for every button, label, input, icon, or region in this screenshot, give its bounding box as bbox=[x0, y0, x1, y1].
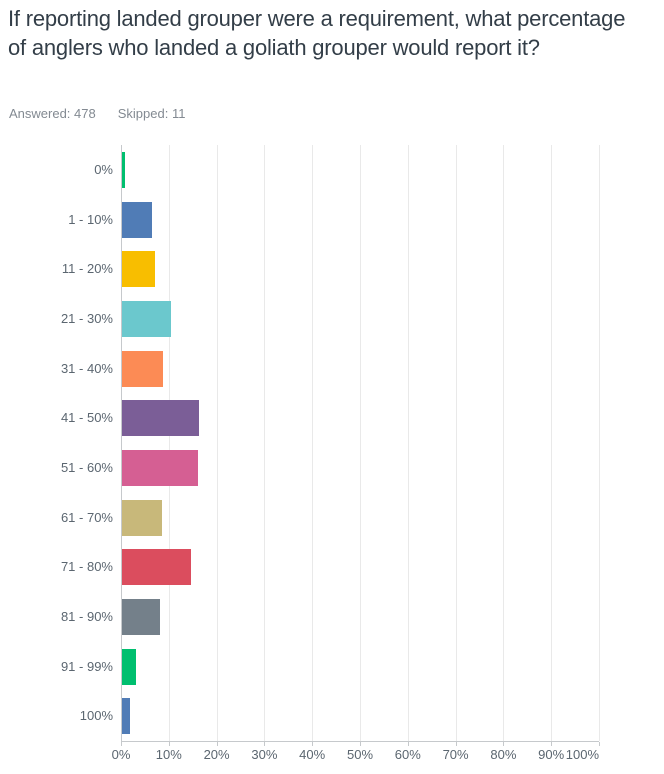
x-axis-label: 100% bbox=[565, 747, 599, 762]
axis-tick bbox=[407, 742, 409, 746]
skipped-label: Skipped: bbox=[117, 106, 169, 121]
plot-area bbox=[121, 145, 600, 746]
bar-chart: 0% 10% 20% 30% 40% 50% 60% 70% 80% 90% 100% bbox=[0, 145, 664, 767]
bar-6[interactable] bbox=[122, 450, 198, 486]
x-axis-label: 20% bbox=[203, 747, 230, 762]
axis-tick bbox=[503, 742, 505, 746]
x-axis-label: 50% bbox=[346, 747, 374, 762]
bar-5[interactable] bbox=[122, 400, 199, 437]
axis-tick bbox=[551, 742, 553, 746]
axis-tick bbox=[360, 742, 361, 746]
bar-11[interactable] bbox=[122, 698, 130, 735]
gridline bbox=[551, 145, 553, 741]
gridline bbox=[360, 145, 361, 741]
category-label: 100% bbox=[79, 708, 113, 724]
category-label: 21 - 30% bbox=[60, 311, 113, 326]
answered-label: Answered: bbox=[9, 106, 71, 121]
category-label: 81 - 90% bbox=[60, 609, 113, 624]
gridline bbox=[599, 145, 600, 741]
gridline bbox=[264, 145, 266, 741]
category-label: 91 - 99% bbox=[60, 658, 113, 674]
y-axis-line bbox=[121, 145, 122, 741]
axis-tick bbox=[121, 742, 122, 746]
bar-2[interactable] bbox=[122, 251, 155, 288]
axis-tick bbox=[312, 742, 314, 746]
bar-4[interactable] bbox=[122, 350, 163, 387]
skipped-count: Skipped: 11 bbox=[118, 106, 186, 121]
x-axis-label: 90% bbox=[538, 747, 565, 762]
answered-value: 478 bbox=[74, 106, 96, 121]
category-label: 61 - 70% bbox=[60, 509, 113, 525]
gridline bbox=[168, 145, 170, 741]
gridline bbox=[503, 145, 505, 741]
bar-1[interactable] bbox=[122, 201, 153, 238]
skipped-value: 11 bbox=[171, 106, 186, 121]
x-axis-label: 70% bbox=[442, 747, 469, 762]
x-axis: 0% 10% 20% 30% 40% 50% 60% 70% 80% 90% 100% bbox=[112, 747, 599, 765]
x-axis-label: 0% bbox=[111, 747, 131, 762]
category-label: 41 - 50% bbox=[60, 410, 113, 426]
x-axis-label: 30% bbox=[251, 747, 278, 762]
x-axis-label: 60% bbox=[394, 747, 421, 762]
x-axis-label: 40% bbox=[299, 747, 326, 762]
answered-count: Answered: 478 bbox=[9, 106, 96, 121]
category-label: 51 - 60% bbox=[60, 460, 113, 475]
category-label: 0% bbox=[94, 162, 113, 177]
bar-7[interactable] bbox=[122, 499, 162, 536]
axis-tick bbox=[216, 742, 218, 746]
axis-tick bbox=[264, 742, 266, 746]
axis-tick bbox=[455, 742, 457, 746]
x-axis-label: 80% bbox=[490, 747, 517, 762]
bar-8[interactable] bbox=[122, 549, 192, 586]
category-label: 31 - 40% bbox=[60, 360, 113, 376]
bar-0[interactable] bbox=[122, 152, 125, 188]
category-label: 1 - 10% bbox=[68, 211, 113, 227]
response-meta: Answered: 478 Skipped: 11 bbox=[9, 106, 207, 121]
category-label: 71 - 80% bbox=[60, 559, 113, 575]
axis-tick bbox=[599, 742, 600, 746]
bar-10[interactable] bbox=[122, 648, 136, 685]
gridline bbox=[455, 145, 457, 741]
bar-9[interactable] bbox=[122, 599, 160, 635]
axis-tick bbox=[168, 742, 170, 746]
gridline bbox=[312, 145, 314, 741]
x-axis-label: 10% bbox=[155, 747, 182, 762]
bar-3[interactable] bbox=[122, 301, 171, 337]
category-label: 11 - 20% bbox=[61, 261, 113, 277]
gridline bbox=[407, 145, 409, 741]
gridline bbox=[216, 145, 218, 741]
question-title: If reporting landed grouper were a requi… bbox=[8, 6, 626, 60]
